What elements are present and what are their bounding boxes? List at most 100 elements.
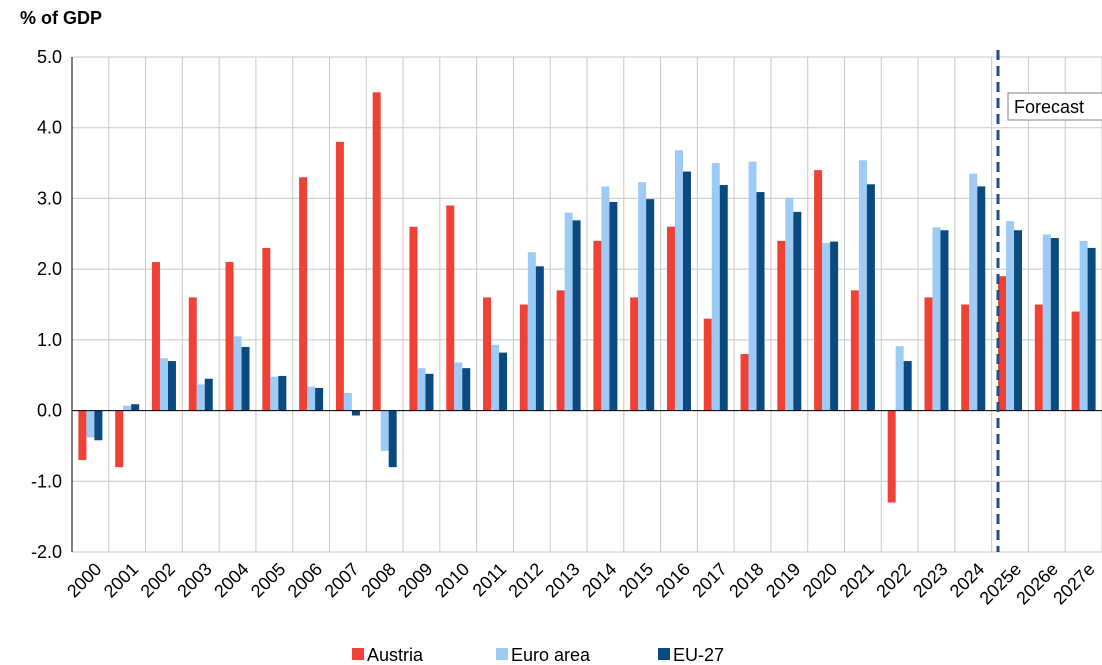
x-tick-label: 2010 xyxy=(431,559,473,601)
bar xyxy=(666,226,675,411)
bar xyxy=(151,262,160,411)
legend-swatch xyxy=(352,648,364,660)
x-tick-label: 2002 xyxy=(137,559,179,601)
bar xyxy=(491,344,500,411)
bar xyxy=(270,376,279,411)
bar xyxy=(850,290,859,411)
x-tick-label: 2011 xyxy=(469,559,511,601)
bar xyxy=(535,266,544,411)
bar xyxy=(131,404,140,411)
bar xyxy=(887,410,896,503)
bar xyxy=(903,361,912,411)
legend-label: Euro area xyxy=(511,645,591,665)
bar xyxy=(167,361,176,411)
bar xyxy=(924,297,933,411)
bar xyxy=(785,197,794,411)
bar xyxy=(814,170,823,411)
bar xyxy=(564,212,573,411)
x-tick-label: 2001 xyxy=(100,559,142,601)
x-tick-label: 2013 xyxy=(541,559,583,601)
bar xyxy=(703,318,712,411)
bar xyxy=(1050,238,1059,411)
x-tick-label: 2016 xyxy=(652,559,694,601)
bar xyxy=(123,405,132,411)
bar xyxy=(241,346,250,411)
bar xyxy=(372,92,381,411)
bar xyxy=(446,205,455,411)
bar xyxy=(351,410,360,416)
bar xyxy=(932,227,941,411)
y-tick-label: -1.0 xyxy=(31,471,62,491)
bar xyxy=(858,160,867,411)
bar xyxy=(969,173,978,411)
y-tick-label: 5.0 xyxy=(37,47,62,67)
x-tick-label: 2015 xyxy=(615,559,657,601)
x-tick-label: 2003 xyxy=(173,559,215,601)
bar xyxy=(682,171,691,411)
bar xyxy=(822,242,831,411)
bar xyxy=(499,352,508,411)
annotation: Forecast xyxy=(1014,97,1084,117)
x-tick-label: 2014 xyxy=(578,559,620,601)
bar xyxy=(315,387,324,411)
y-tick-label: -2.0 xyxy=(31,542,62,562)
x-tick-label: 2018 xyxy=(725,559,767,601)
bar xyxy=(86,410,95,438)
bar xyxy=(335,141,344,411)
x-tick-label: 2020 xyxy=(799,559,841,601)
bar xyxy=(895,346,904,411)
bar xyxy=(388,410,397,468)
bar xyxy=(94,410,103,441)
bar xyxy=(748,161,757,411)
bar xyxy=(262,247,271,411)
bar xyxy=(78,410,87,461)
x-tick-label: 2012 xyxy=(504,559,546,601)
y-tick-label: 4.0 xyxy=(37,118,62,138)
bar xyxy=(417,368,426,411)
bar xyxy=(1079,240,1088,411)
bar xyxy=(830,241,839,411)
x-tick-label: 2006 xyxy=(284,559,326,601)
y-tick-label: 1.0 xyxy=(37,330,62,350)
bar xyxy=(159,358,168,411)
x-tick-label: 2009 xyxy=(394,559,436,601)
bar xyxy=(519,304,528,411)
bar xyxy=(1071,311,1080,411)
bar xyxy=(115,410,124,468)
x-tick-label: 2023 xyxy=(909,559,951,601)
bar xyxy=(601,186,610,411)
bar xyxy=(740,354,749,411)
bar xyxy=(299,177,308,411)
bar xyxy=(630,297,639,411)
bar xyxy=(204,378,213,411)
bar xyxy=(278,375,287,411)
bar xyxy=(462,368,471,411)
bar xyxy=(483,297,492,411)
legend-swatch xyxy=(658,648,670,660)
bar xyxy=(343,392,352,411)
bar xyxy=(380,410,389,451)
bar xyxy=(233,336,242,411)
bar xyxy=(225,262,234,411)
bar xyxy=(674,150,683,411)
x-tick-label: 2000 xyxy=(63,559,105,601)
bar xyxy=(719,184,728,411)
bar xyxy=(646,199,655,411)
bar xyxy=(940,230,949,411)
bar xyxy=(977,186,986,411)
x-tick-label: 2019 xyxy=(762,559,804,601)
bar xyxy=(1034,304,1043,411)
bar xyxy=(188,297,197,411)
bar xyxy=(777,240,786,411)
x-tick-label: 2008 xyxy=(357,559,399,601)
bar xyxy=(556,290,565,411)
bar xyxy=(307,386,316,411)
bar xyxy=(756,192,765,411)
x-tick-label: 2021 xyxy=(836,559,878,601)
bar xyxy=(409,226,418,411)
bar xyxy=(1042,234,1051,411)
bar xyxy=(454,362,463,411)
bar xyxy=(638,182,647,411)
x-tick-label: 2022 xyxy=(872,559,914,601)
